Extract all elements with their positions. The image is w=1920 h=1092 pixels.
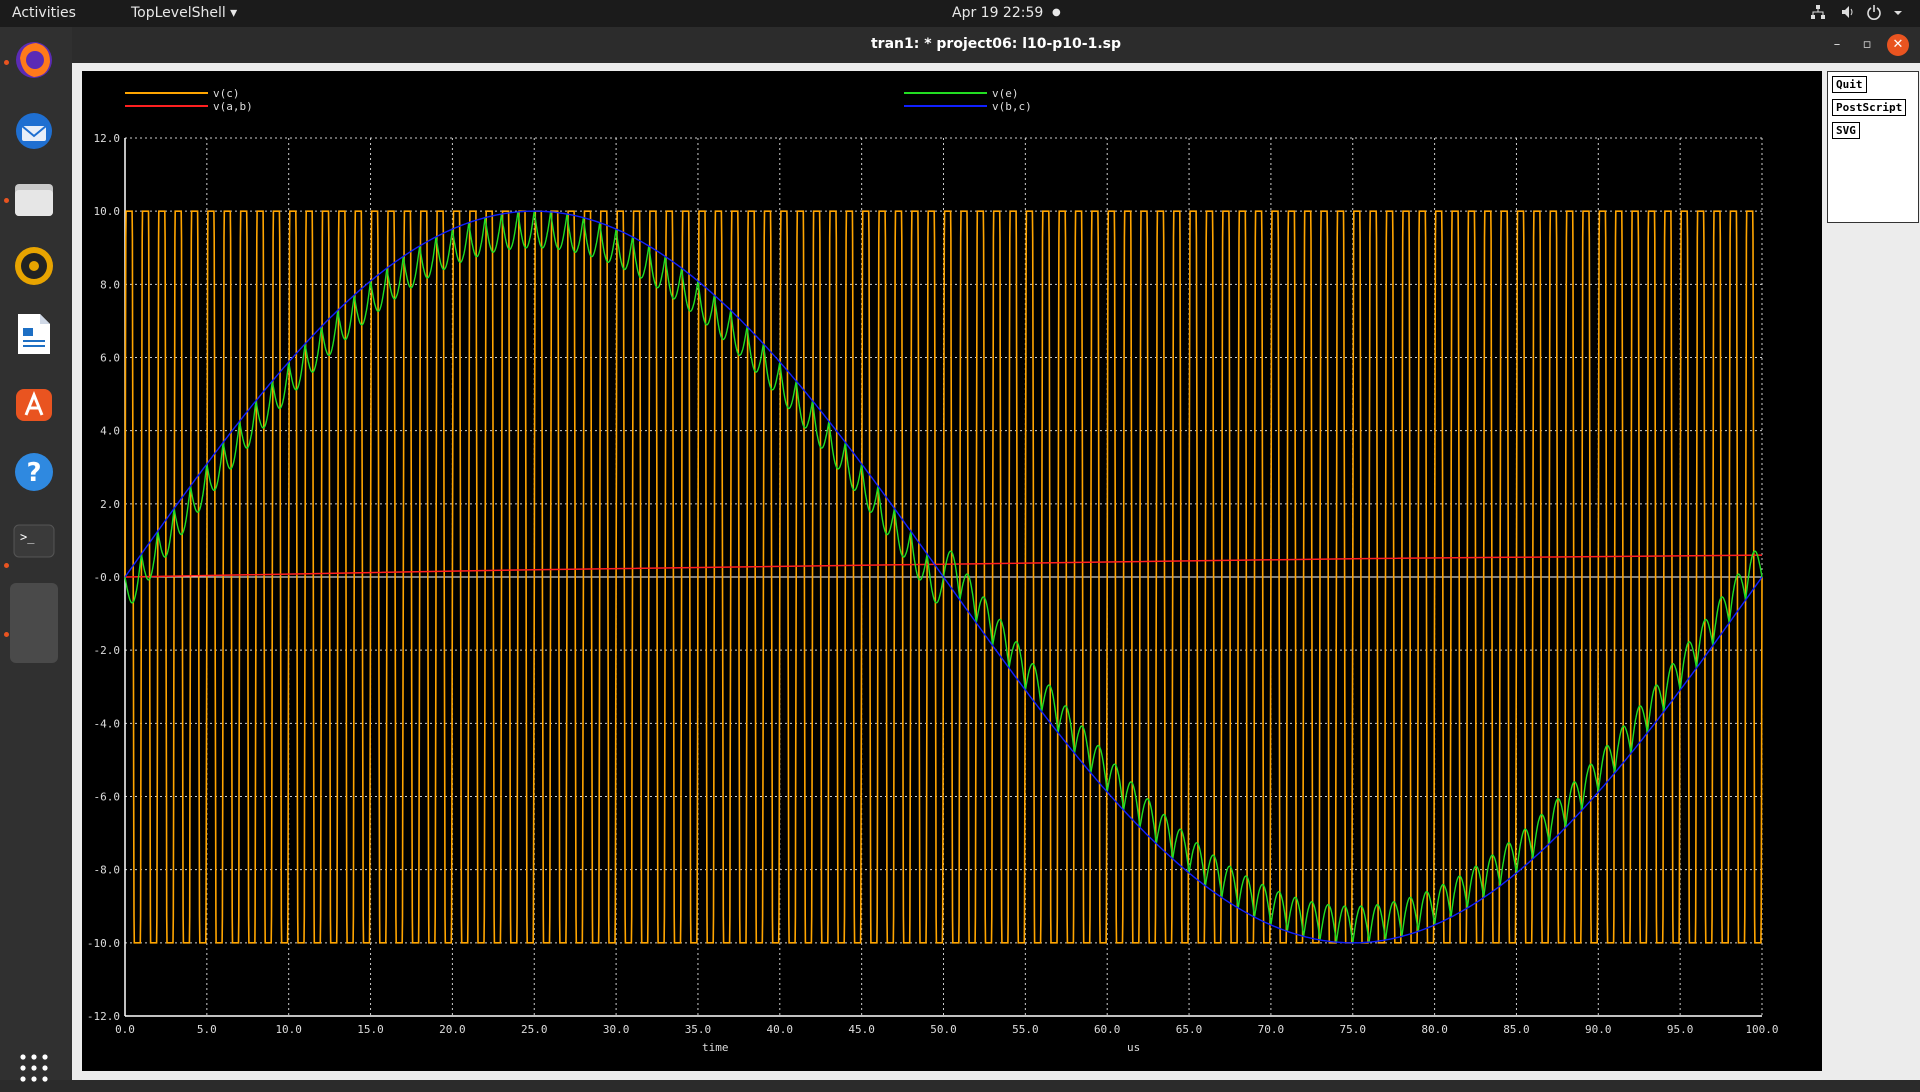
minimize-button[interactable]: – [1833, 37, 1841, 52]
x-tick-label: 70.0 [1258, 1023, 1285, 1036]
series-line-v-b-c [124, 210, 1763, 944]
firefox-icon[interactable] [10, 36, 58, 84]
x-axis-label: time [702, 1041, 729, 1054]
x-tick-label: 50.0 [930, 1023, 957, 1036]
app-menu[interactable]: TopLevelShell ▾ [131, 5, 238, 21]
y-tick-label: -4.0 [94, 717, 121, 730]
x-tick-label: 65.0 [1176, 1023, 1203, 1036]
dock: ? >_ [0, 27, 72, 1082]
button-panel: Quit PostScript SVG [1827, 71, 1919, 223]
y-tick-label: -0.0 [94, 571, 121, 584]
postscript-button[interactable]: PostScript [1832, 99, 1907, 116]
y-tick-label: -6.0 [94, 791, 121, 804]
maximize-button[interactable]: ▫ [1862, 37, 1872, 52]
thunderbird-icon[interactable] [10, 107, 58, 155]
terminal-icon[interactable]: >_ [10, 517, 58, 565]
files-icon[interactable] [10, 176, 58, 224]
show-apps-icon[interactable] [10, 1044, 58, 1092]
y-tick-label: -10.0 [87, 937, 120, 950]
svg-text:>_: >_ [20, 530, 35, 544]
x-tick-label: 0.0 [115, 1023, 135, 1036]
x-tick-label: 60.0 [1094, 1023, 1121, 1036]
rhythmbox-icon[interactable] [10, 242, 58, 290]
x-tick-label: 15.0 [357, 1023, 384, 1036]
volume-icon[interactable] [1840, 4, 1856, 24]
plot-window: tran1: * project06: l10-p10-1.sp – ▫ ✕ 0… [72, 27, 1920, 1080]
network-icon[interactable] [1810, 4, 1826, 24]
y-tick-label: -8.0 [94, 864, 121, 877]
system-menu-chevron-icon[interactable] [1893, 6, 1903, 22]
x-tick-label: 35.0 [685, 1023, 712, 1036]
waveform-plot: 0.0 5.0 10.0 15.0 20.0 25.0 30.0 35.0 40.0 45.0 50… [87, 87, 1779, 1054]
y-tick-label: 6.0 [100, 352, 120, 365]
x-tick-label: 25.0 [521, 1023, 548, 1036]
x-tick-label: 55.0 [1012, 1023, 1039, 1036]
y-tick-label: 12.0 [94, 132, 121, 145]
svg-button[interactable]: SVG [1832, 122, 1860, 139]
app-center-icon[interactable] [10, 379, 58, 427]
legend-label: v(e) [992, 87, 1019, 100]
y-tick-label: 4.0 [100, 425, 120, 438]
x-tick-label: 80.0 [1421, 1023, 1448, 1036]
x-tick-label: 100.0 [1745, 1023, 1778, 1036]
window-titlebar[interactable]: tran1: * project06: l10-p10-1.sp – ▫ ✕ [72, 27, 1920, 63]
x-tick-label: 5.0 [197, 1023, 217, 1036]
legend-label: v(b,c) [992, 100, 1032, 113]
y-tick-label: 8.0 [100, 278, 120, 291]
x-tick-label: 75.0 [1340, 1023, 1367, 1036]
x-tick-label: 40.0 [767, 1023, 794, 1036]
plot-area: 0.0 5.0 10.0 15.0 20.0 25.0 30.0 35.0 40.0 45.0 50… [82, 71, 1822, 1071]
quit-button[interactable]: Quit [1832, 76, 1867, 93]
x-tick-label: 20.0 [439, 1023, 466, 1036]
x-tick-label: 85.0 [1503, 1023, 1530, 1036]
y-tick-label: -12.0 [87, 1010, 120, 1023]
writer-icon[interactable] [10, 310, 58, 358]
legend-label: v(a,b) [213, 100, 253, 113]
close-button[interactable]: ✕ [1887, 34, 1909, 56]
x-tick-label: 45.0 [848, 1023, 875, 1036]
x-tick-label: 30.0 [603, 1023, 630, 1036]
y-tick-label: 2.0 [100, 498, 120, 511]
svg-text:?: ? [26, 458, 41, 488]
x-tick-label: 95.0 [1667, 1023, 1694, 1036]
blank-window-icon[interactable] [10, 583, 58, 663]
window-title: tran1: * project06: l10-p10-1.sp [870, 36, 1122, 52]
x-tick-label: 10.0 [275, 1023, 302, 1036]
clock[interactable]: Apr 19 22:59 [952, 5, 1044, 21]
y-tick-label: 10.0 [94, 205, 121, 218]
legend-label: v(c) [213, 87, 240, 100]
top-bar: Activities TopLevelShell ▾ Apr 19 22:59 … [0, 0, 1920, 27]
y-tick-label: -2.0 [94, 644, 121, 657]
notification-dot: ● [1052, 7, 1061, 18]
help-icon[interactable]: ? [10, 448, 58, 496]
series-line-v-a-b [124, 554, 1763, 578]
x-tick-label: 90.0 [1585, 1023, 1612, 1036]
activities-button[interactable]: Activities [12, 5, 76, 21]
x-axis-unit: us [1127, 1041, 1140, 1054]
power-icon[interactable] [1866, 4, 1882, 24]
